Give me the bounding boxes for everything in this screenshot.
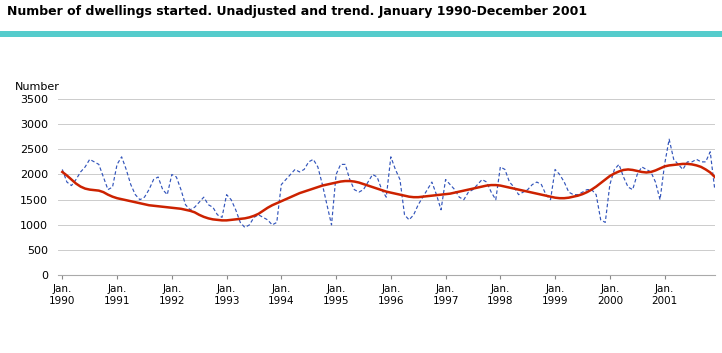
Number of dwellings, unadjusted [587, 187, 596, 192]
Number of dwellings, unadjusted [528, 183, 536, 187]
Text: Number: Number [15, 82, 60, 92]
Number of dwellings, trend [58, 170, 66, 174]
Number of dwellings, trend [154, 204, 162, 208]
Number of dwellings, trend [587, 187, 596, 192]
Number of dwellings, unadjusted [240, 225, 249, 229]
Number of dwellings, unadjusted [710, 187, 719, 192]
Number of dwellings, unadjusted [154, 175, 162, 179]
Number of dwellings, unadjusted [264, 218, 272, 222]
Number of dwellings, unadjusted [596, 218, 605, 222]
Number of dwellings, trend [679, 162, 687, 166]
Number of dwellings, trend [264, 206, 272, 210]
Number of dwellings, trend [710, 175, 719, 179]
Number of dwellings, trend [104, 192, 113, 197]
Number of dwellings, trend [596, 181, 605, 185]
Text: Number of dwellings started. Unadjusted and trend. January 1990-December 2001: Number of dwellings started. Unadjusted … [7, 5, 587, 18]
Number of dwellings, unadjusted [104, 187, 113, 192]
Number of dwellings, unadjusted [58, 167, 66, 172]
Number of dwellings, trend [528, 191, 536, 195]
Line: Number of dwellings, trend: Number of dwellings, trend [62, 164, 715, 220]
Number of dwellings, unadjusted [665, 137, 674, 141]
Line: Number of dwellings, unadjusted: Number of dwellings, unadjusted [62, 139, 715, 227]
Number of dwellings, trend [218, 218, 227, 222]
